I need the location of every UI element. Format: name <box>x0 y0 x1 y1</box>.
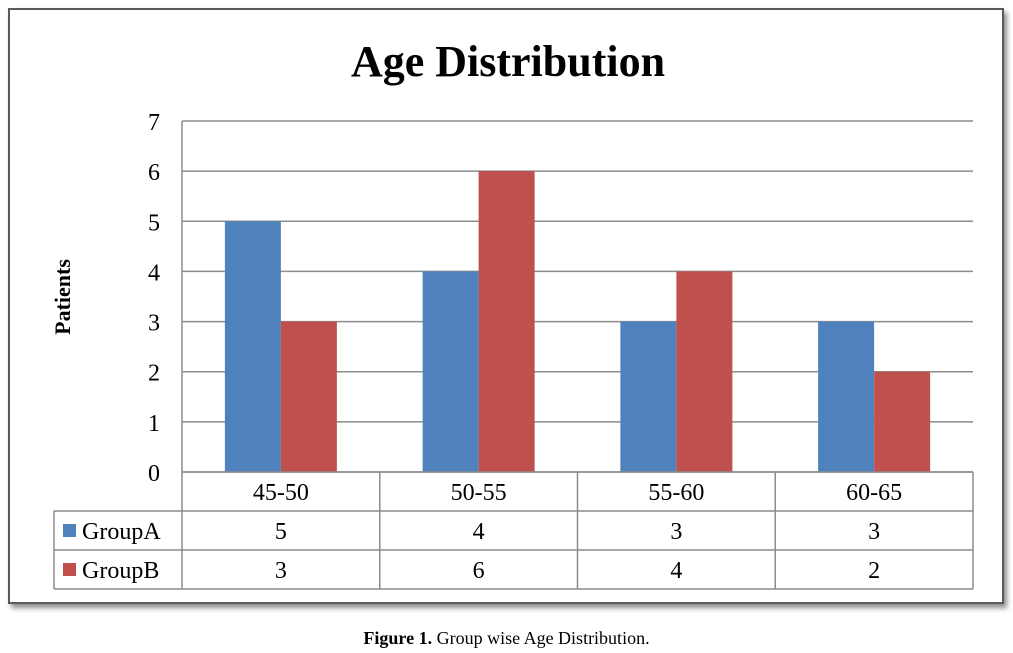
y-tick-label: 5 <box>148 210 160 236</box>
data-table: 45-50 50-55 55-60 60-65 GroupA 5 4 3 3 GroupB 3 6 4 2 <box>53 471 974 590</box>
data-table-value: 3 <box>275 558 287 584</box>
legend-label: GroupB <box>82 558 159 584</box>
bar-groupb-55-60 <box>676 271 733 472</box>
y-tick-label: 3 <box>148 311 160 337</box>
data-table-value: 5 <box>275 519 287 545</box>
x-tick-label: 45-50 <box>253 480 309 506</box>
caption-text: Group wise Age Distribution. <box>436 628 650 648</box>
figure-caption: Figure 1. Group wise Age Distribution. <box>0 628 1013 649</box>
bar-groupa-60-65 <box>818 321 875 472</box>
y-tick-label: 1 <box>148 411 160 437</box>
data-table-value: 2 <box>868 558 880 584</box>
y-tick-label: 4 <box>148 260 160 286</box>
bars <box>224 171 931 472</box>
legend-key-groupa <box>63 524 76 537</box>
bar-groupa-50-55 <box>422 271 479 472</box>
bar-groupb-60-65 <box>874 371 931 472</box>
bar-groupa-45-50 <box>224 221 281 472</box>
data-table-value: 6 <box>473 558 485 584</box>
chart-title: Age Distribution <box>351 37 665 86</box>
legend-key-groupb <box>63 563 76 576</box>
data-table-value: 3 <box>868 519 880 545</box>
legend-label: GroupA <box>82 519 161 545</box>
data-table-value: 4 <box>670 558 682 584</box>
x-tick-label: 50-55 <box>451 480 507 506</box>
x-tick-label: 55-60 <box>648 480 704 506</box>
bar-groupa-55-60 <box>620 321 677 472</box>
y-tick-label: 6 <box>148 160 160 186</box>
y-tick-labels: 0 1 2 3 4 5 6 7 <box>148 110 160 487</box>
y-tick-label: 2 <box>148 361 160 387</box>
caption-label: Figure 1. <box>363 628 433 648</box>
bar-groupb-45-50 <box>280 321 337 472</box>
y-tick-label: 7 <box>148 110 160 136</box>
y-axis-label: Patients <box>50 259 75 335</box>
bar-groupb-50-55 <box>478 171 535 472</box>
data-table-value: 3 <box>670 519 682 545</box>
x-tick-label: 60-65 <box>846 480 902 506</box>
y-tick-label: 0 <box>148 461 160 487</box>
data-table-value: 4 <box>473 519 485 545</box>
